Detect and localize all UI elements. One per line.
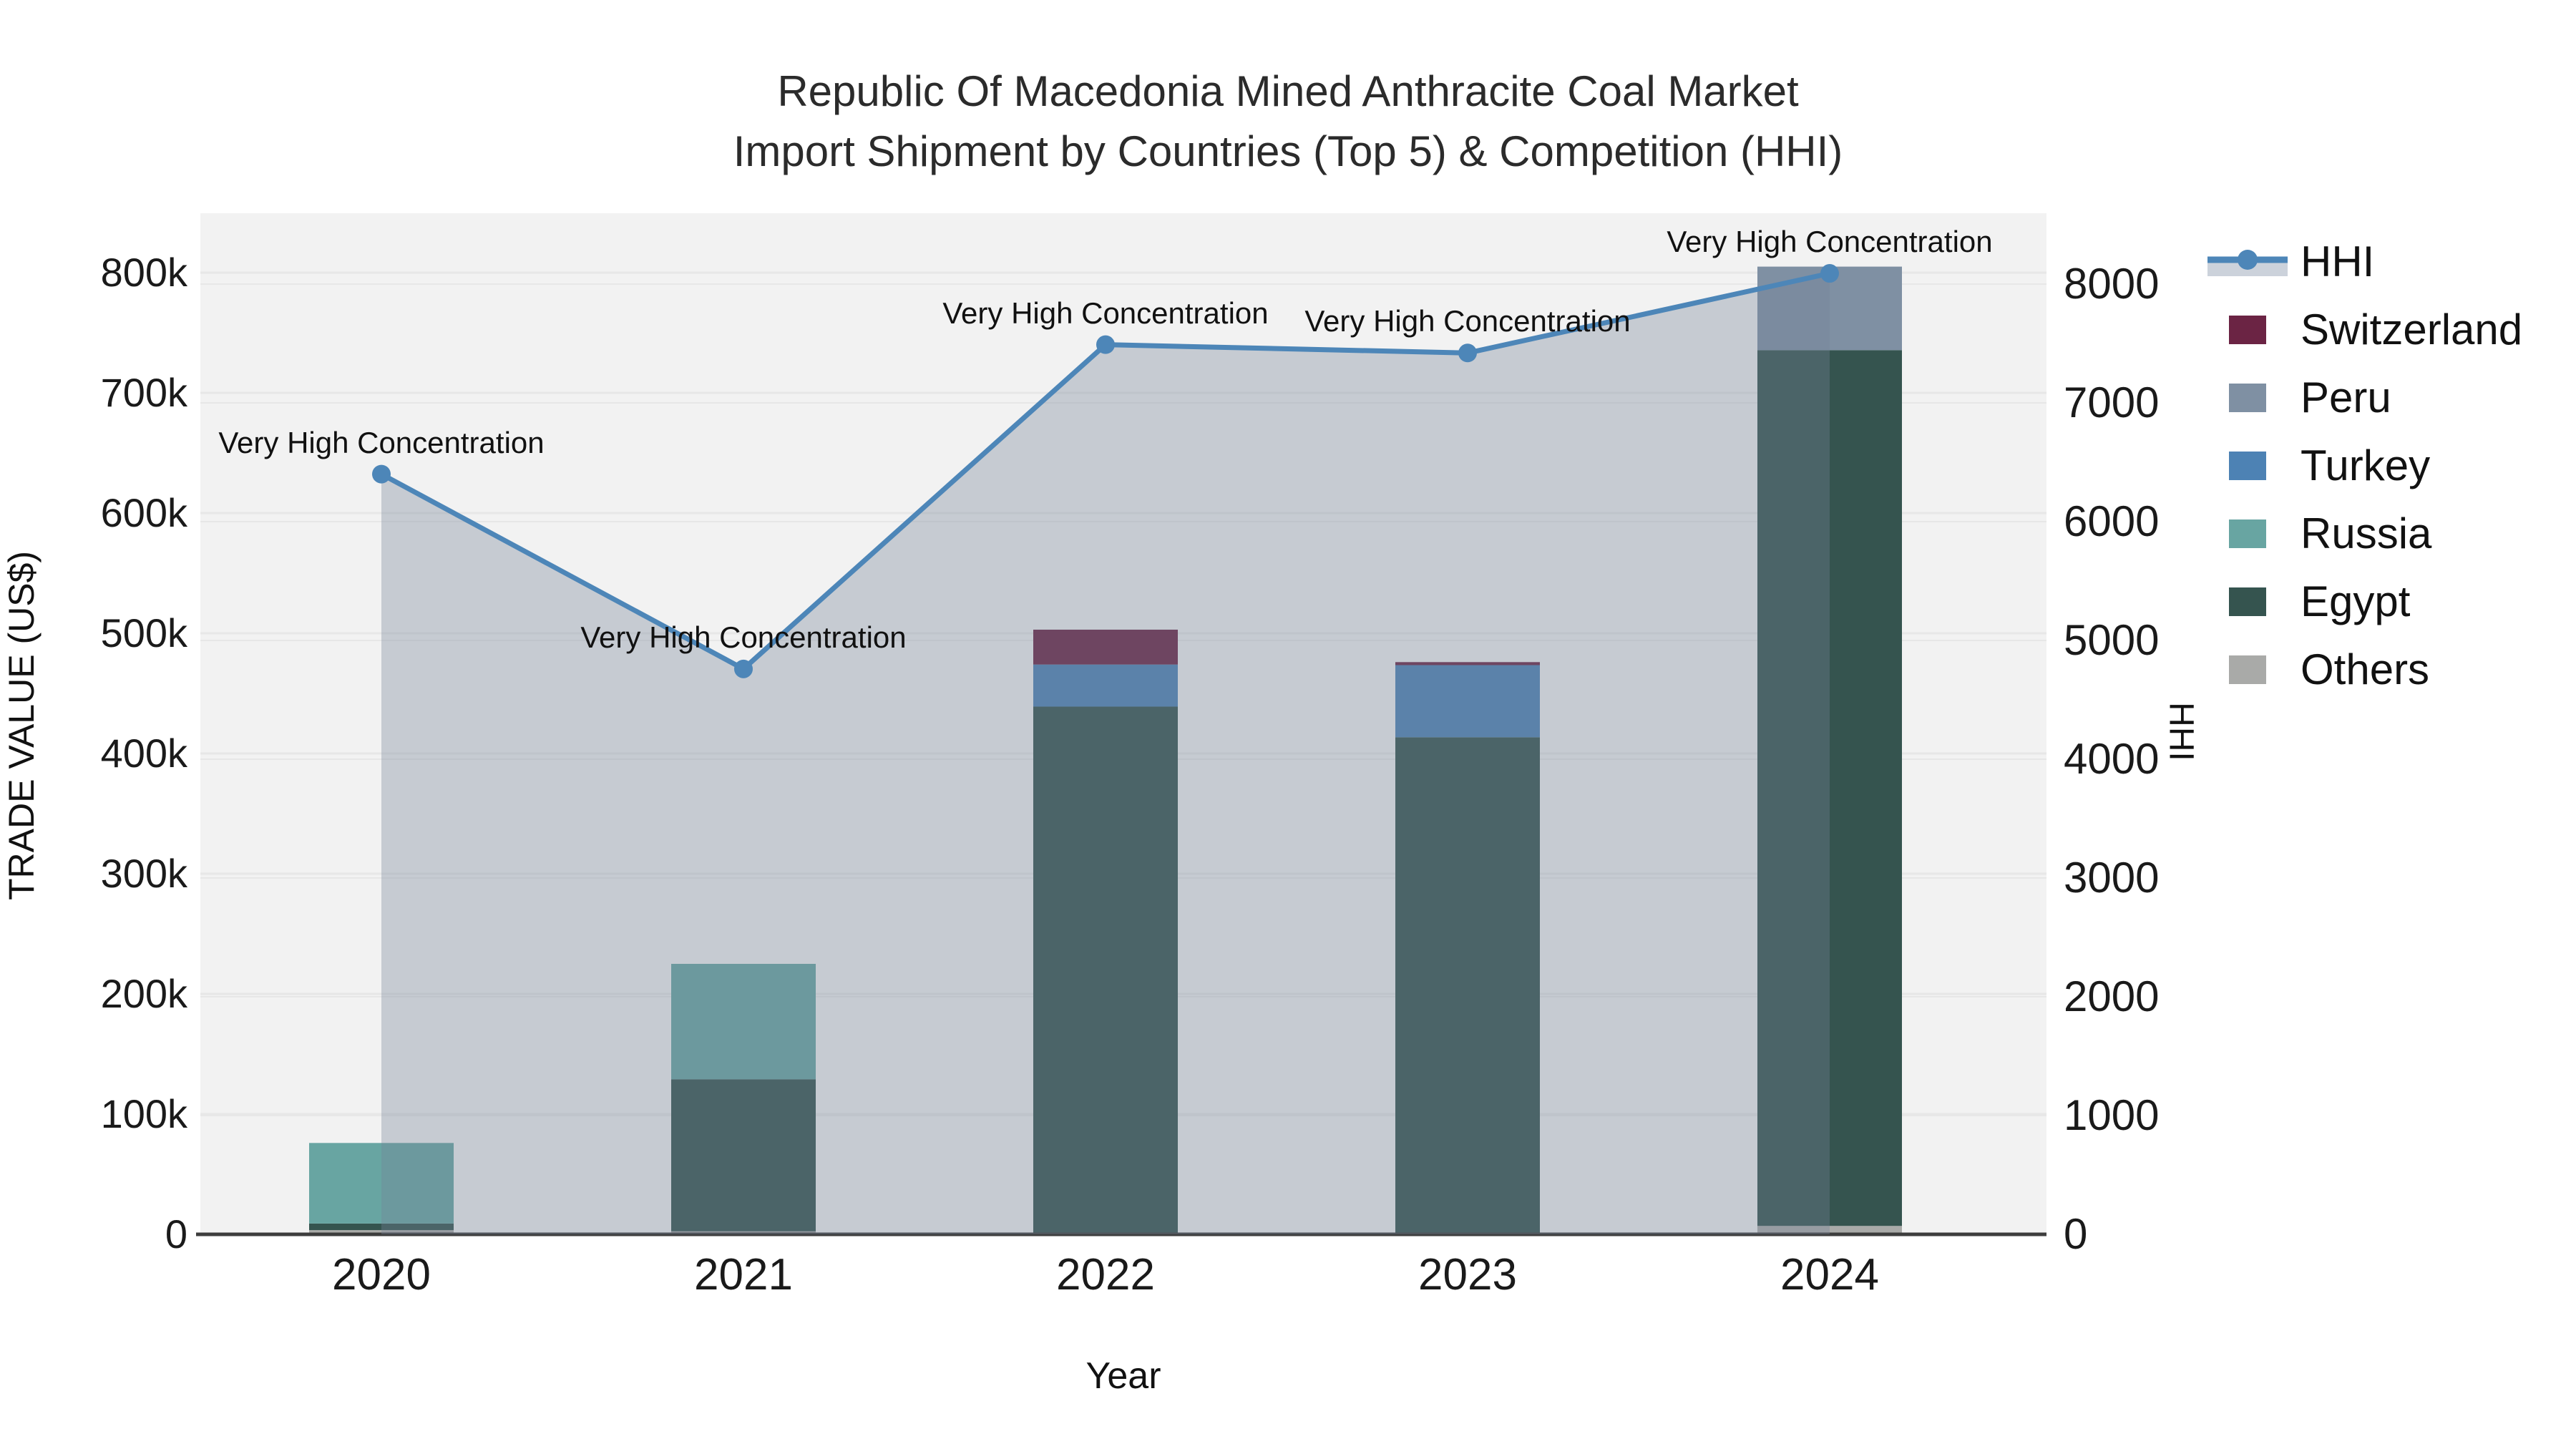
left-tick-700k: 700k [100,370,187,415]
x-tick-2021: 2021 [694,1250,793,1299]
right-tick-0: 0 [2064,1210,2088,1258]
left-tick-600k: 600k [100,490,187,535]
legend-item-peru[interactable]: Peru [2207,364,2522,431]
legend-label-russia: Russia [2301,509,2432,557]
right-tick-5000: 5000 [2064,616,2160,664]
chart-title-line1: Republic Of Macedonia Mined Anthracite C… [777,67,1799,115]
bar-segment-egypt-2021[interactable] [671,1079,816,1231]
x-tick-2024: 2024 [1780,1250,1879,1299]
hhi-marker-2024[interactable] [1820,264,1839,283]
bar-segment-turkey-2022[interactable] [1033,664,1178,707]
right-tick-2000: 2000 [2064,972,2160,1020]
left-tick-800k: 800k [100,250,187,295]
annotation-2024: Very High Concentration [1667,225,1993,259]
annotation-2022: Very High Concentration [942,296,1269,330]
hhi-marker-2022[interactable] [1096,335,1115,354]
right-tick-6000: 6000 [2064,497,2160,545]
hhi-marker-2021[interactable] [734,659,753,678]
right-tick-8000: 8000 [2064,260,2160,308]
left-tick-400k: 400k [100,731,187,776]
bar-segment-egypt-2023[interactable] [1395,737,1540,1234]
legend-item-hhi[interactable]: HHI [2207,228,2522,296]
legend-item-egypt[interactable]: Egypt [2207,567,2522,635]
legend-label-others: Others [2301,645,2430,693]
legend-label-egypt: Egypt [2301,577,2411,625]
x-axis-title: Year [1085,1355,1161,1397]
bar-segment-russia-2021[interactable] [671,964,816,1080]
x-tick-2020: 2020 [332,1250,431,1299]
bar-segment-turkey-2023[interactable] [1395,665,1540,738]
x-tick-2022: 2022 [1056,1250,1155,1299]
legend-label-switzerland: Switzerland [2301,306,2523,353]
x-tick-2023: 2023 [1418,1250,1517,1299]
right-tick-3000: 3000 [2064,854,2160,902]
hhi-marker-2023[interactable] [1458,343,1477,363]
bar-segment-egypt-2024[interactable] [1757,350,1902,1226]
hhi-line-area-sample-icon [2207,249,2288,276]
legend-item-turkey[interactable]: Turkey [2207,431,2522,499]
bar-segment-switzerland-2023[interactable] [1395,662,1540,665]
legend-item-others[interactable]: Others [2207,635,2522,703]
legend-label-turkey: Turkey [2301,441,2431,489]
legend-swatch-turkey [2229,451,2266,480]
chart-title-line2: Import Shipment by Countries (Top 5) & C… [733,127,1843,175]
annotation-2020: Very High Concentration [218,425,545,459]
legend-swatch-russia [2229,519,2266,548]
left-tick-200k: 200k [100,971,187,1016]
annotation-2021: Very High Concentration [580,620,907,654]
bar-segment-egypt-2022[interactable] [1033,706,1178,1234]
legend: HHI Switzerland Peru Turkey Russia Egypt Other… [2207,228,2522,703]
right-tick-4000: 4000 [2064,735,2160,783]
annotation-2023: Very High Concentration [1304,304,1631,338]
legend-swatch-peru [2229,383,2266,412]
right-tick-1000: 1000 [2064,1091,2160,1139]
bar-segment-others-2024[interactable] [1757,1226,1902,1234]
legend-swatch-others [2229,655,2266,684]
left-tick-0: 0 [165,1211,187,1257]
bar-segment-others-2020[interactable] [309,1230,454,1234]
hhi-area-fill [381,273,1830,1234]
hhi-marker-2020[interactable] [372,464,391,484]
legend-swatch-egypt [2229,587,2266,616]
legend-item-switzerland[interactable]: Switzerland [2207,296,2522,364]
bar-segment-switzerland-2022[interactable] [1033,629,1178,665]
left-tick-500k: 500k [100,610,187,655]
bar-segment-russia-2020[interactable] [309,1143,454,1224]
left-tick-300k: 300k [100,851,187,896]
legend-label-hhi: HHI [2301,238,2375,286]
right-tick-7000: 7000 [2064,379,2160,426]
legend-item-russia[interactable]: Russia [2207,499,2522,567]
legend-label-peru: Peru [2301,374,2391,421]
left-tick-100k: 100k [100,1091,187,1136]
legend-swatch-switzerland [2229,315,2266,344]
bar-segment-egypt-2020[interactable] [309,1223,454,1231]
